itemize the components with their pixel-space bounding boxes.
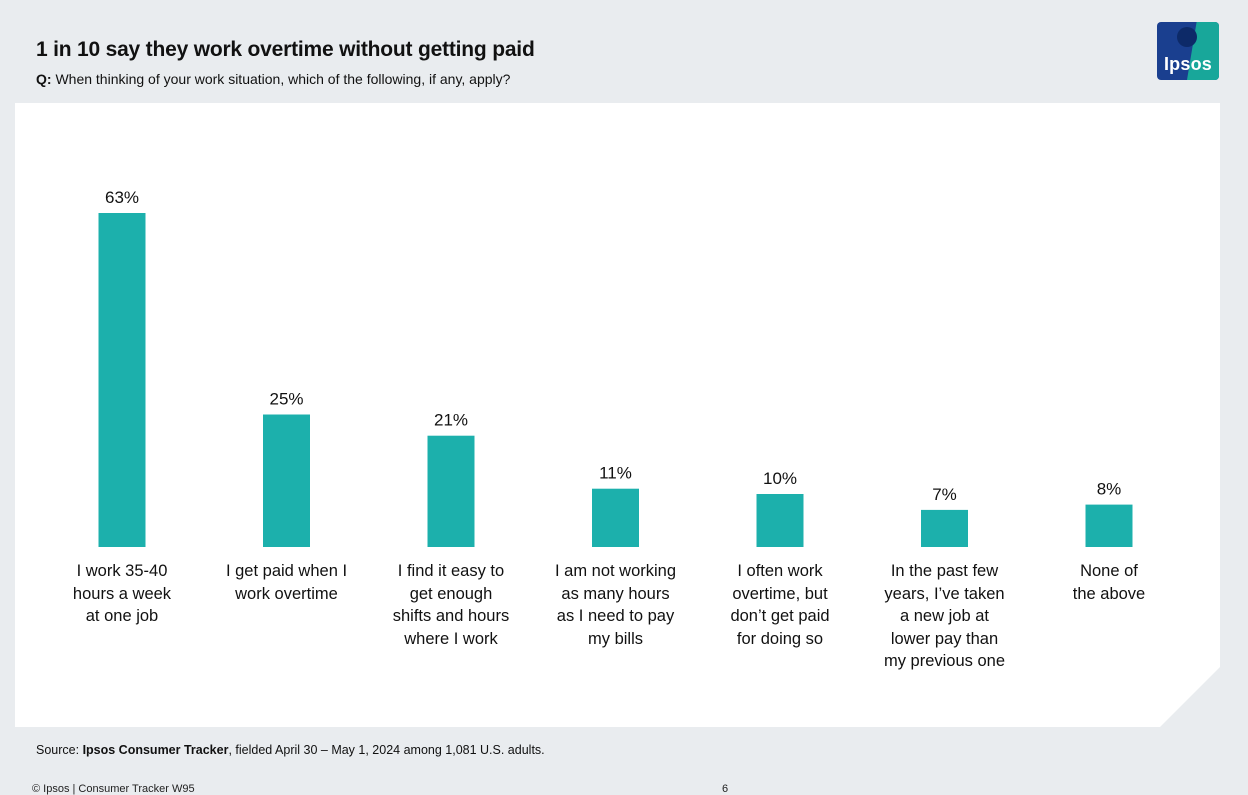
bar-3: [427, 435, 475, 547]
source-name: Ipsos Consumer Tracker: [82, 743, 229, 757]
category-label-6: In the past few years, I’ve taken a new …: [883, 562, 1006, 670]
bar-5: [756, 494, 804, 547]
bar-2: [263, 414, 310, 547]
bar-value-label-4: 11%: [599, 464, 632, 483]
chart-panel: [15, 103, 1220, 727]
category-label-1: I work 35-40 hours a week at one job: [72, 562, 172, 625]
category-label-3: I find it easy to get enough shifts and …: [392, 562, 510, 648]
question-body: When thinking of your work situation, wh…: [55, 71, 511, 87]
bar-value-label-1: 63%: [105, 188, 139, 207]
source-details: , fielded April 30 – May 1, 2024 among 1…: [228, 743, 545, 757]
bar-value-label-3: 21%: [434, 411, 468, 430]
source-prefix: Source:: [36, 743, 83, 757]
logo-text: Ipsos: [1163, 54, 1212, 74]
category-label-4: I am not working as many hours as I need…: [554, 562, 677, 648]
page-title: 1 in 10 say they work overtime without g…: [36, 38, 535, 61]
bar-1: [98, 213, 146, 547]
ipsos-logo: Ipsos: [1157, 22, 1219, 80]
bar-7: [1085, 504, 1133, 547]
category-label-5: I often work overtime, but don’t get pai…: [730, 562, 830, 648]
source-note: Source: Ipsos Consumer Tracker, fielded …: [36, 743, 545, 757]
bar-value-label-5: 10%: [763, 469, 797, 488]
category-label-7: None of the above: [1072, 562, 1146, 603]
copyright: © Ipsos | Consumer Tracker W95: [32, 783, 195, 795]
question-prefix: Q:: [36, 71, 52, 87]
bar-4: [592, 488, 639, 547]
logo-head-icon: [1177, 27, 1197, 47]
bar-value-label-2: 25%: [269, 390, 303, 409]
page-number: 6: [722, 783, 729, 795]
question-text: Q: When thinking of your work situation,…: [36, 71, 510, 87]
bar-value-label-6: 7%: [932, 485, 957, 504]
bar-6: [921, 509, 968, 547]
category-label-2: I get paid when I work overtime: [225, 562, 348, 603]
bar-value-label-7: 8%: [1097, 480, 1122, 499]
